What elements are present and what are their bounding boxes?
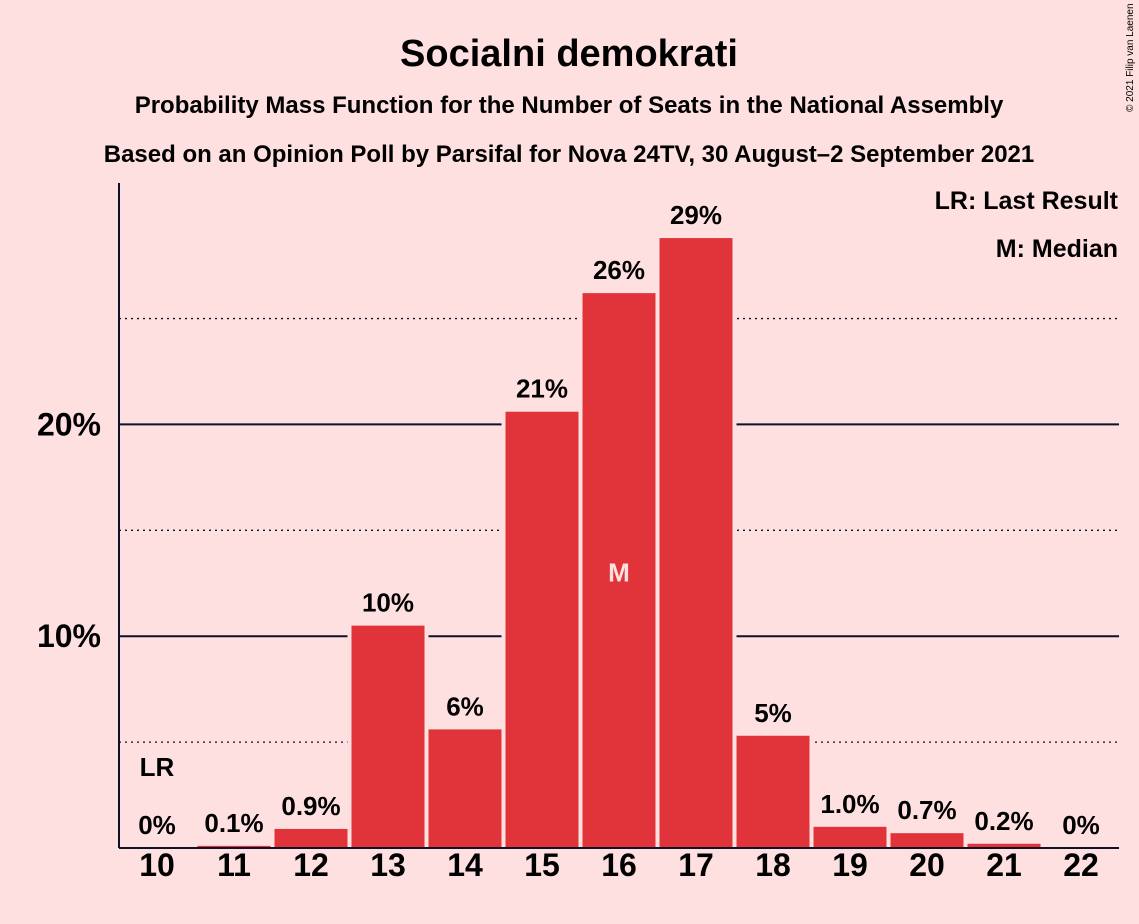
chart-subtitle-1: Probability Mass Function for the Number…	[135, 92, 1004, 119]
data-label: 6%	[446, 691, 484, 721]
bar	[428, 729, 502, 848]
bar	[813, 826, 887, 848]
bar	[351, 625, 425, 848]
bar	[659, 238, 733, 848]
data-label: 0%	[1062, 810, 1100, 840]
bar	[967, 843, 1041, 848]
data-label: 0.7%	[897, 795, 956, 825]
x-tick-label: 22	[1063, 847, 1099, 883]
data-label: 5%	[754, 698, 792, 728]
x-tick-label: 21	[986, 847, 1022, 883]
x-tick-label: 10	[139, 847, 175, 883]
y-tick-label: 10%	[37, 618, 101, 654]
data-label: 0%	[138, 810, 176, 840]
chart-title: Socialni demokrati	[400, 33, 738, 75]
legend-last-result: LR: Last Result	[935, 187, 1119, 215]
x-tick-label: 11	[217, 847, 251, 883]
y-tick-label: 20%	[37, 406, 101, 442]
bar-halo	[193, 841, 275, 848]
x-tick-label: 17	[678, 847, 714, 883]
x-tick-label: 19	[832, 847, 868, 883]
x-tick-label: 16	[601, 847, 637, 883]
x-axis-ticks: 10 11 12 13 14 15 16 17 18 19 20 21 22	[139, 847, 1099, 883]
x-tick-label: 15	[524, 847, 560, 883]
bar	[736, 735, 810, 848]
copyright: © 2021 Filip van Laenen	[1125, 3, 1136, 112]
chart-subtitle-2: Based on an Opinion Poll by Parsifal for…	[104, 141, 1035, 168]
bar	[890, 833, 964, 848]
last-result-marker: LR	[140, 752, 175, 782]
bar	[197, 845, 271, 848]
data-label: 0.2%	[974, 806, 1033, 836]
data-label: 1.0%	[820, 789, 879, 819]
bar	[274, 828, 348, 848]
data-label: 0.1%	[204, 808, 263, 838]
data-label: 0.9%	[281, 791, 340, 821]
bar	[582, 293, 656, 848]
x-tick-label: 20	[909, 847, 945, 883]
data-labels: 0% LR 0.1% 0.9% 10% 6% 21% 26% M 29% 5% 1.0% 0.7% 0.2…	[138, 200, 1100, 840]
x-tick-label: 13	[370, 847, 406, 883]
bar	[505, 411, 579, 848]
median-marker: M	[608, 558, 630, 588]
data-label: 21%	[516, 374, 568, 404]
data-label: 10%	[362, 588, 414, 618]
data-label: 29%	[670, 200, 722, 230]
y-axis-ticks: 10% 20%	[37, 406, 101, 654]
bars	[193, 234, 1045, 848]
x-tick-label: 18	[755, 847, 791, 883]
x-tick-label: 12	[293, 847, 329, 883]
x-tick-label: 14	[447, 847, 483, 883]
legend-median: M: Median	[996, 235, 1118, 263]
data-label: 26%	[593, 255, 645, 285]
